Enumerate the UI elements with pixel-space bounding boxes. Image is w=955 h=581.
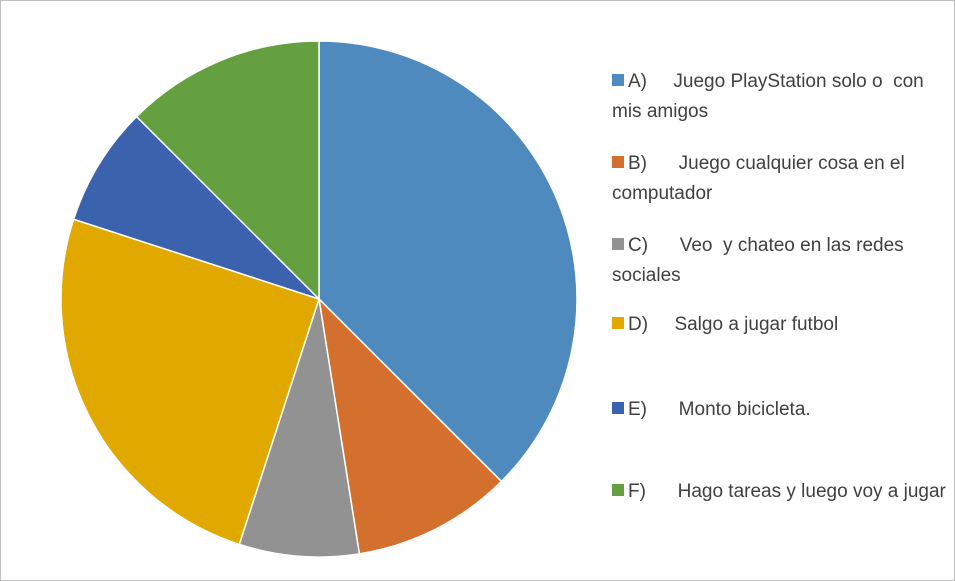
legend-label: D) Salgo a jugar futbol (628, 314, 839, 335)
pie-slice (72, 115, 320, 300)
legend-swatch (612, 402, 624, 414)
pie-slice (318, 40, 578, 483)
legend-label: A) Juego PlayStation solo o con mis amig… (612, 71, 930, 122)
legend-label: E) Monto bicicleta. (628, 399, 811, 420)
legend-swatch (612, 317, 624, 329)
legend-item: D) Salgo a jugar futbol (612, 310, 947, 340)
legend-label: F) Hago tareas y luego voy a jugar (628, 481, 946, 502)
legend-item: A) Juego PlayStation solo o con mis amig… (612, 67, 947, 127)
legend-label: B) Juego cualquier cosa en el computador (612, 153, 910, 204)
legend-swatch (612, 74, 624, 86)
legend-swatch (612, 484, 624, 496)
pie-slice (135, 40, 320, 301)
legend-label: C) Veo y chateo en las redes sociales (612, 235, 909, 286)
pie-area (60, 40, 578, 558)
legend-swatch (612, 156, 624, 168)
pie-slice (317, 296, 503, 555)
legend-item: C) Veo y chateo en las redes sociales (612, 231, 947, 291)
legend-item: B) Juego cualquier cosa en el computador (612, 149, 947, 209)
legend-swatch (612, 238, 624, 250)
legend-item: F) Hago tareas y luego voy a jugar (612, 477, 947, 507)
pie-slice (238, 298, 361, 558)
pie-slice (60, 218, 320, 546)
legend-item: E) Monto bicicleta. (612, 395, 947, 425)
